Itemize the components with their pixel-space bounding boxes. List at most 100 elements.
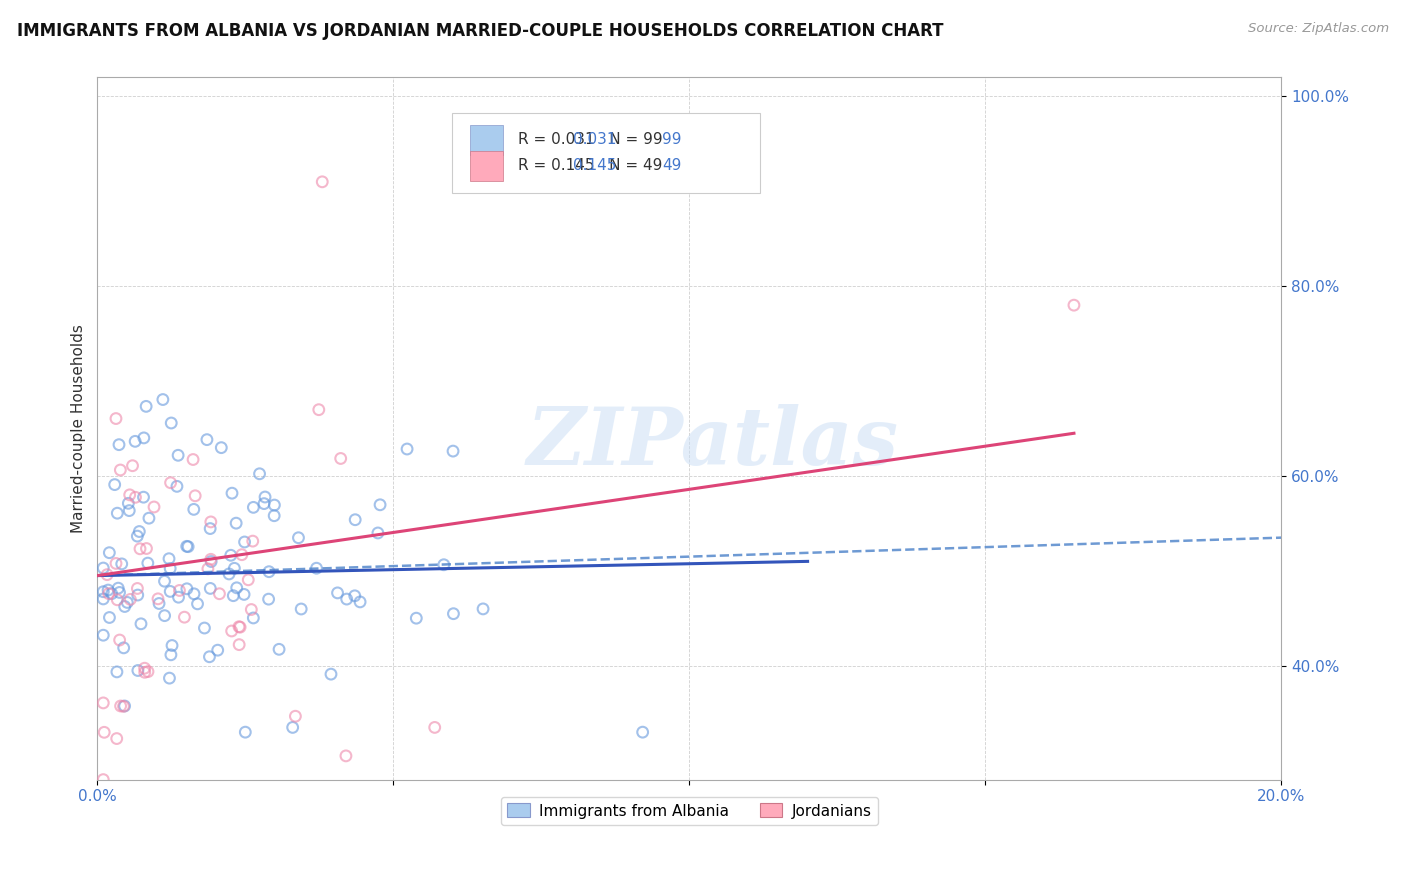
Point	[160, 416, 183, 430]
Point	[114, 599, 136, 614]
Point	[200, 552, 222, 566]
Point	[329, 451, 352, 466]
Point	[166, 479, 188, 493]
Point	[120, 592, 142, 607]
Text: IMMIGRANTS FROM ALBANIA VS JORDANIAN MARRIED-COUPLE HOUSEHOLDS CORRELATION CHART: IMMIGRANTS FROM ALBANIA VS JORDANIAN MAR…	[17, 22, 943, 40]
Point	[219, 549, 242, 563]
Point	[231, 548, 253, 562]
Point	[253, 497, 276, 511]
Point	[198, 522, 221, 536]
Point	[176, 582, 198, 596]
Point	[183, 587, 205, 601]
Point	[97, 586, 120, 600]
Point	[93, 725, 115, 739]
FancyBboxPatch shape	[453, 112, 761, 194]
Point	[153, 574, 176, 589]
Point	[91, 591, 114, 606]
Point	[91, 696, 114, 710]
Point	[184, 489, 207, 503]
Point	[228, 638, 250, 652]
Point	[200, 555, 222, 569]
Point	[146, 591, 169, 606]
Point	[233, 725, 256, 739]
Point	[221, 486, 243, 500]
FancyBboxPatch shape	[470, 125, 503, 154]
Point	[110, 698, 132, 713]
Point	[127, 582, 149, 596]
Point	[209, 441, 232, 455]
Text: Source: ZipAtlas.com: Source: ZipAtlas.com	[1249, 22, 1389, 36]
Point	[335, 748, 357, 763]
Text: ZIPatlas: ZIPatlas	[527, 404, 898, 482]
Point	[117, 595, 139, 609]
Point	[117, 496, 139, 510]
Point	[183, 502, 205, 516]
Point	[127, 529, 149, 543]
Point	[305, 561, 328, 575]
Point	[127, 664, 149, 678]
Text: 0.031: 0.031	[574, 132, 617, 147]
Point	[173, 610, 195, 624]
Point	[186, 597, 208, 611]
Point	[98, 546, 121, 560]
Point	[112, 699, 135, 714]
Point	[135, 541, 157, 556]
Point	[249, 467, 271, 481]
Point	[229, 620, 252, 634]
Point	[110, 463, 132, 477]
Point	[91, 584, 114, 599]
Point	[100, 587, 122, 601]
Point	[242, 611, 264, 625]
Point	[368, 498, 391, 512]
Point	[242, 534, 264, 549]
Point	[135, 400, 157, 414]
Point	[343, 589, 366, 603]
Point	[159, 584, 181, 599]
Point	[118, 503, 141, 517]
Point	[98, 610, 121, 624]
Point	[97, 583, 120, 598]
Text: R = 0.031   N = 99: R = 0.031 N = 99	[517, 132, 662, 147]
Point	[311, 175, 333, 189]
Point	[631, 725, 654, 739]
Point	[225, 516, 247, 531]
Point	[257, 565, 280, 579]
Point	[159, 671, 181, 685]
Point	[224, 561, 246, 575]
Point	[344, 513, 367, 527]
Text: 49: 49	[662, 159, 682, 173]
FancyBboxPatch shape	[470, 151, 503, 181]
Point	[207, 643, 229, 657]
Point	[177, 540, 200, 554]
Point	[197, 562, 219, 576]
Point	[159, 561, 181, 575]
Point	[193, 621, 215, 635]
Point	[336, 592, 359, 607]
Point	[225, 581, 247, 595]
Point	[108, 633, 131, 648]
Text: 99: 99	[662, 132, 682, 147]
Point	[128, 524, 150, 539]
Point	[222, 589, 245, 603]
Point	[105, 592, 128, 607]
Point	[200, 515, 222, 529]
Point	[181, 452, 204, 467]
Point	[134, 661, 156, 675]
Text: 0.145: 0.145	[574, 159, 617, 173]
Point	[91, 772, 114, 787]
Point	[160, 639, 183, 653]
Point	[143, 500, 166, 514]
Point	[284, 709, 307, 723]
Point	[111, 557, 134, 571]
Point	[443, 607, 465, 621]
Point	[169, 583, 191, 598]
Point	[1063, 298, 1085, 312]
Point	[105, 506, 128, 520]
Point	[396, 442, 419, 456]
Point	[105, 731, 128, 746]
Y-axis label: Married-couple Households: Married-couple Households	[72, 324, 86, 533]
Point	[129, 541, 152, 556]
Point	[198, 649, 221, 664]
Point	[91, 561, 114, 575]
Point	[240, 602, 263, 616]
